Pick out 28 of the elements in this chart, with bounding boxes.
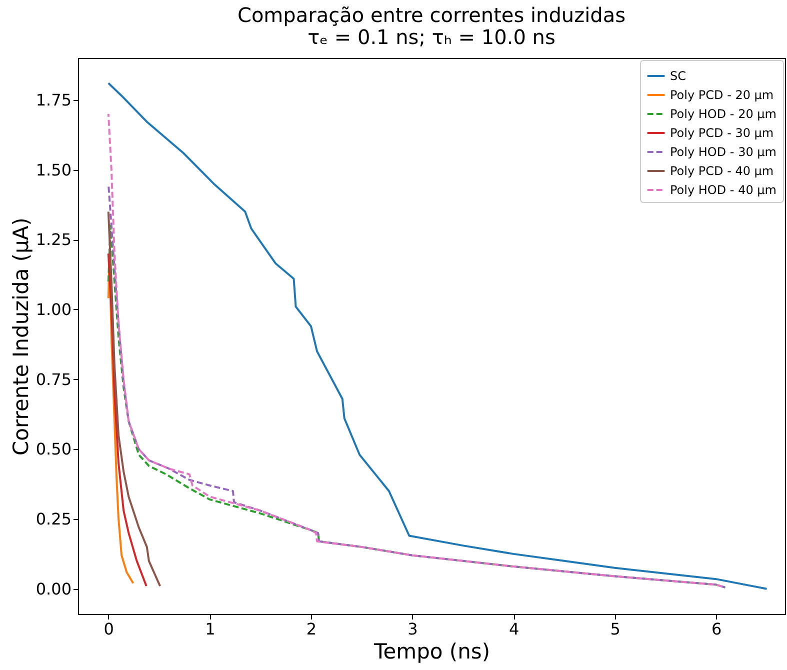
y-tick-label: 1.75 [36, 90, 72, 110]
y-tick-label: 1.50 [36, 160, 72, 180]
legend-label: SC [670, 69, 686, 83]
y-tick-label: 1.25 [36, 230, 72, 250]
y-tick-label: 1.00 [36, 300, 72, 319]
legend-label: Poly PCD - 20 μm [670, 88, 774, 102]
chart-title: Comparação entre correntes induzidas [237, 3, 626, 27]
legend-label: Poly HOD - 30 μm [670, 145, 776, 159]
y-tick-label: 0.75 [36, 370, 72, 389]
chart-subtitle: τₑ = 0.1 ns; τₕ = 10.0 ns [308, 25, 556, 49]
legend-label: Poly HOD - 20 μm [670, 107, 776, 121]
x-tick-label: 0 [104, 620, 114, 638]
line-series [107, 210, 162, 588]
x-tick-label: 5 [610, 620, 620, 638]
y-axis-title: Corrente Induzida (μA) [8, 218, 33, 456]
legend-label: Poly HOD - 40 μm [670, 183, 776, 197]
legend-label: Poly PCD - 40 μm [670, 164, 774, 178]
line-series [107, 252, 148, 588]
y-tick-label: 0.50 [36, 440, 72, 459]
x-tick-label: 2 [306, 620, 317, 638]
x-tick-label: 3 [408, 620, 418, 638]
x-tick-label: 1 [205, 620, 216, 638]
y-tick-label: 0.00 [36, 579, 72, 598]
x-axis-title: Tempo (ns) [372, 640, 490, 664]
x-tick-label: 4 [508, 620, 520, 638]
x-tick-label: 6 [712, 620, 722, 638]
y-tick-label: 0.25 [36, 510, 72, 529]
legend-label: Poly PCD - 30 μm [670, 126, 774, 140]
